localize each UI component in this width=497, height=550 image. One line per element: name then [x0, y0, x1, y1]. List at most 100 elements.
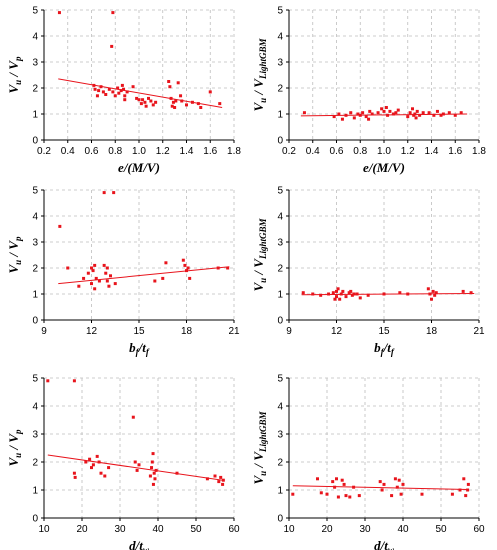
data-point: [459, 111, 463, 115]
data-point: [325, 492, 329, 496]
data-point: [335, 477, 338, 481]
x-tick-label: 20: [321, 524, 333, 535]
data-point: [170, 104, 174, 108]
x-tick-label: 21: [228, 326, 240, 337]
x-tick-label: 60: [228, 524, 240, 535]
data-point: [117, 91, 121, 95]
data-point: [135, 468, 139, 472]
data-point: [123, 98, 127, 102]
data-point: [221, 482, 225, 486]
data-point: [113, 94, 117, 98]
data-point: [469, 291, 473, 295]
data-point: [82, 276, 86, 280]
y-tick-label: 1: [32, 110, 38, 121]
data-point: [150, 460, 154, 464]
x-tick-label: 0.4: [61, 146, 75, 157]
data-point: [72, 379, 76, 383]
data-point: [418, 113, 422, 117]
data-point: [335, 295, 338, 299]
x-tick-label: 9: [286, 326, 292, 337]
data-point: [185, 103, 188, 107]
y-tick-label: 4: [32, 32, 38, 43]
data-point: [434, 291, 438, 295]
data-point: [370, 112, 374, 116]
data-point: [432, 113, 436, 117]
data-point: [95, 94, 99, 98]
data-point: [341, 289, 345, 293]
y-tick-label: 0: [32, 136, 38, 147]
y-tick-label: 3: [32, 58, 38, 69]
data-point: [413, 112, 417, 116]
data-point: [331, 480, 335, 484]
y-axis-label: Vu / VLightGBM: [251, 411, 268, 485]
y-tick-label: 5: [32, 6, 38, 17]
x-tick-label: 0.4: [306, 146, 320, 157]
x-tick-label: 10: [283, 524, 295, 535]
x-tick-label: 1.2: [401, 146, 415, 157]
data-point: [348, 495, 352, 499]
y-tick-label: 5: [277, 186, 283, 197]
data-point: [161, 276, 165, 280]
data-point: [77, 284, 81, 288]
y-tick-label: 2: [32, 264, 38, 275]
y-tick-label: 3: [277, 58, 283, 69]
data-point: [90, 466, 93, 470]
data-point: [147, 96, 150, 100]
data-point: [86, 271, 90, 275]
x-tick-label: 1.4: [180, 146, 194, 157]
y-tick-label: 1: [277, 486, 283, 497]
x-tick-label: 21: [473, 326, 485, 337]
data-point: [137, 463, 141, 467]
data-point: [94, 276, 98, 280]
data-point: [58, 224, 62, 228]
data-point: [219, 475, 223, 479]
data-point: [411, 107, 414, 111]
data-point: [368, 109, 372, 113]
y-tick-label: 5: [277, 374, 283, 385]
panel-6: 10 20 30 40 50 60 0 1 2 3 4 5 d/tw Vu / VLightGBM: [251, 374, 485, 550]
data-point: [168, 85, 172, 89]
data-point: [151, 452, 155, 456]
data-point: [66, 266, 70, 270]
data-point: [435, 109, 439, 113]
data-point: [111, 11, 115, 15]
data-point: [361, 111, 365, 115]
x-tick-label: 12: [331, 326, 343, 337]
data-point: [103, 474, 107, 478]
x-tick-label: 18: [181, 326, 193, 337]
data-point: [213, 474, 217, 478]
data-point: [450, 492, 454, 496]
data-point: [93, 263, 97, 267]
data-point: [148, 474, 152, 478]
data-point: [439, 113, 443, 117]
x-axis-label: d/tw: [129, 538, 150, 550]
x-tick-label: 1.2: [156, 146, 170, 157]
data-point: [327, 292, 331, 296]
x-tick-label: 0.2: [37, 146, 51, 157]
data-point: [107, 87, 111, 91]
x-tick-label: 15: [133, 326, 145, 337]
data-point: [364, 115, 368, 119]
y-axis-label: Vu / Vp: [6, 429, 23, 466]
data-point: [111, 90, 115, 94]
data-point: [188, 276, 192, 280]
x-tick-label: 60: [473, 524, 485, 535]
data-point: [462, 477, 466, 481]
data-point: [335, 289, 338, 293]
data-point: [57, 11, 61, 15]
data-point: [414, 116, 418, 120]
data-point: [176, 81, 180, 85]
data-point: [171, 100, 175, 104]
x-tick-label: 30: [114, 524, 126, 535]
x-tick-label: 30: [359, 524, 371, 535]
data-point: [93, 87, 97, 91]
y-tick-label: 4: [277, 212, 283, 223]
y-tick-label: 1: [277, 110, 283, 121]
data-point: [135, 96, 139, 100]
data-point: [366, 293, 370, 297]
data-point: [291, 492, 295, 496]
data-point: [107, 284, 111, 288]
data-point: [421, 111, 425, 115]
data-point: [337, 112, 341, 116]
x-tick-label: 1.8: [472, 146, 486, 157]
